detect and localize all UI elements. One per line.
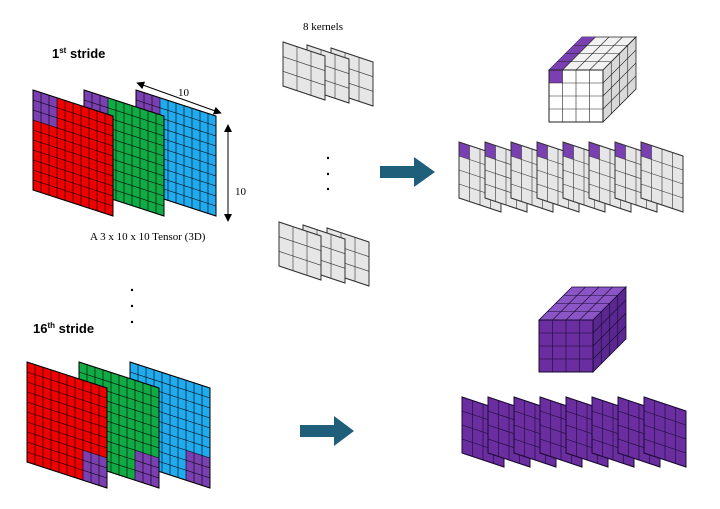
grid-red-top — [32, 89, 114, 217]
kernel-top-layer-0 — [282, 41, 326, 101]
feature-maps-top — [458, 141, 684, 213]
kernel-bottom-layer-0 — [278, 221, 322, 281]
grid-red-bottom — [26, 361, 108, 489]
output-cube-bottom — [538, 286, 627, 373]
width-dimension-label: 10 — [178, 87, 190, 99]
width-dimension-arrow — [136, 81, 222, 115]
stride-1-label: 1st stride — [52, 46, 105, 61]
height-dimension-label: 10 — [235, 186, 247, 198]
kernel-ellipsis — [326, 156, 330, 191]
output-cube-top — [548, 36, 637, 123]
arrow-right-top — [380, 157, 435, 187]
kernel-stack-top — [282, 41, 374, 107]
kernel-stack-bottom — [278, 221, 370, 287]
input-tensor-bottom — [26, 361, 211, 489]
feature-map-bottom-7 — [643, 396, 687, 468]
feature-maps-bottom — [461, 396, 687, 468]
feature-map-top-7 — [640, 141, 684, 213]
stride-16-label: 16th stride — [33, 321, 94, 336]
kernels-label: 8 kernels — [303, 21, 343, 33]
tensor-caption: A 3 x 10 x 10 Tensor (3D) — [90, 231, 206, 243]
arrow-right-bottom — [300, 416, 354, 446]
input-tensor-top — [32, 89, 217, 217]
channel-red-top — [32, 89, 114, 217]
channel-red-bottom — [26, 361, 108, 489]
stride-ellipsis — [130, 288, 134, 324]
